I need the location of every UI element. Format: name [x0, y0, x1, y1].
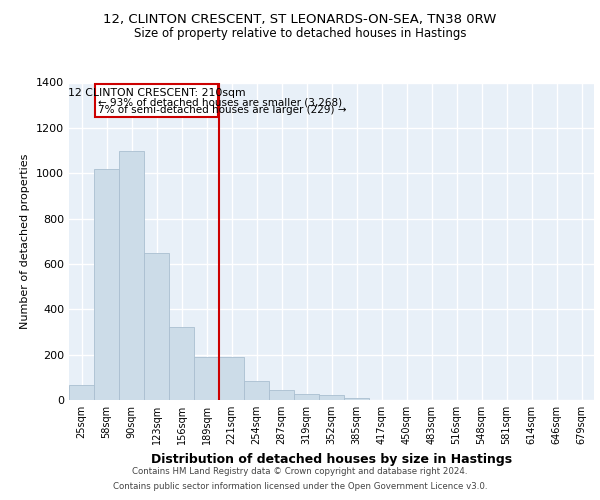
X-axis label: Distribution of detached houses by size in Hastings: Distribution of detached houses by size …	[151, 452, 512, 466]
Bar	[95, 84, 218, 117]
Bar	[344, 398, 369, 400]
Bar	[69, 386, 94, 400]
Text: Contains HM Land Registry data © Crown copyright and database right 2024.: Contains HM Land Registry data © Crown c…	[132, 467, 468, 476]
Bar	[119, 150, 144, 400]
Bar	[294, 394, 319, 400]
Bar	[244, 380, 269, 400]
Bar	[219, 357, 244, 400]
Text: 7% of semi-detached houses are larger (229) →: 7% of semi-detached houses are larger (2…	[98, 105, 346, 115]
Text: 12, CLINTON CRESCENT, ST LEONARDS-ON-SEA, TN38 0RW: 12, CLINTON CRESCENT, ST LEONARDS-ON-SEA…	[103, 12, 497, 26]
Bar	[319, 396, 344, 400]
Bar	[269, 390, 294, 400]
Text: Size of property relative to detached houses in Hastings: Size of property relative to detached ho…	[134, 28, 466, 40]
Text: Contains public sector information licensed under the Open Government Licence v3: Contains public sector information licen…	[113, 482, 487, 491]
Bar	[144, 252, 169, 400]
Bar	[94, 168, 119, 400]
Text: ← 93% of detached houses are smaller (3,268): ← 93% of detached houses are smaller (3,…	[98, 97, 342, 107]
Text: 12 CLINTON CRESCENT: 210sqm: 12 CLINTON CRESCENT: 210sqm	[68, 88, 245, 98]
Y-axis label: Number of detached properties: Number of detached properties	[20, 154, 31, 329]
Bar	[194, 357, 219, 400]
Bar	[169, 328, 194, 400]
